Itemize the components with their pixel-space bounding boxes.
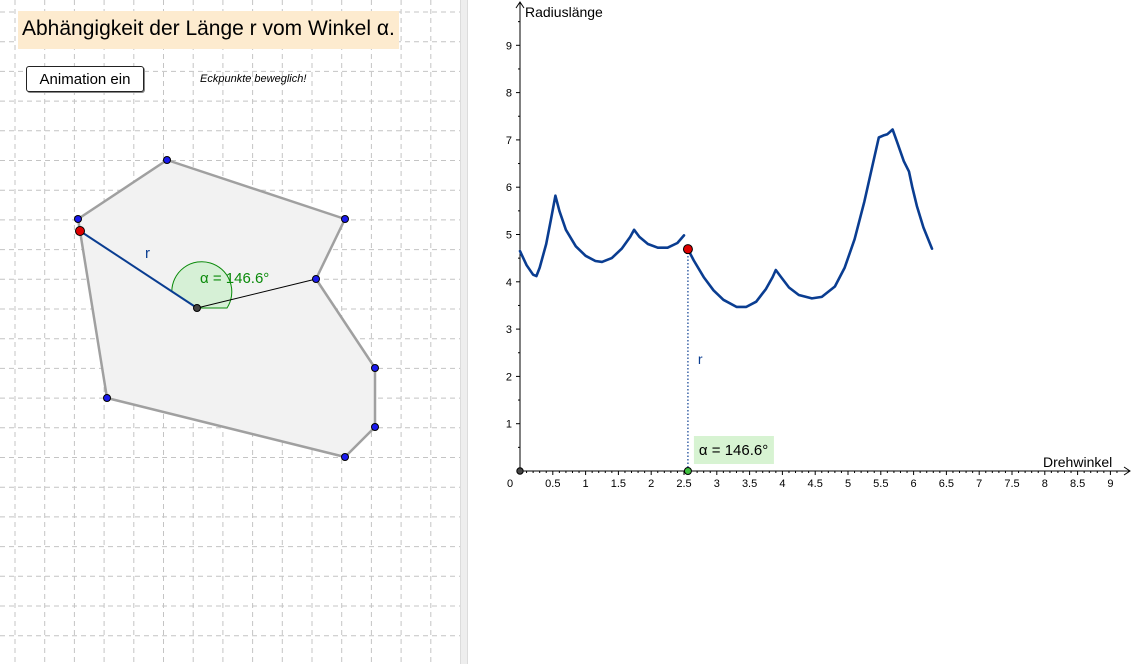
dropline-label: r [698,351,703,367]
x-tick-label: 2 [648,478,654,490]
x-tick-label: 6 [911,478,917,490]
vertex-point[interactable] [312,275,320,283]
origin-label: 0 [507,478,513,490]
x-tick-label: 8.5 [1070,478,1085,490]
angle-value-label: α = 146.6° [699,442,768,459]
x-tick-label: 1.5 [611,478,626,490]
angle-slider-point[interactable] [683,467,692,475]
polygon-construction: r α = 146.6° [74,156,379,461]
x-tick-label: 3.5 [742,478,757,490]
x-tick-label: 7 [976,478,982,490]
x-tick-label: 1 [583,478,589,490]
graphics-view-polygon[interactable] [0,0,460,664]
graph-view: Drehwinkel Radiuslänge 0 0.5 1 1.5 2 2.5 3 3.5 4 4… [506,1,1131,490]
vertex-point[interactable] [371,364,379,372]
page-title: Abhängigkeit der Länge r vom Winkel α. [18,11,399,49]
y-tick-label: 5 [506,230,512,242]
radius-curve [686,128,934,309]
reference-segment [196,278,317,309]
x-tick-label: 9 [1107,478,1113,490]
angle-arc [171,261,233,309]
hint-text: Eckpunkte beweglich! [200,73,307,85]
current-point[interactable] [682,244,693,255]
x-tick-label: 2.5 [676,478,691,490]
x-tick-label: 4 [779,478,785,490]
y-tick-label: 6 [506,182,512,194]
x-axis-label: Drehwinkel [1043,454,1112,470]
x-tick-label: 5.5 [873,478,888,490]
view-divider[interactable] [460,0,468,664]
x-tick-label: 7.5 [1004,478,1019,490]
angle-value-box [693,436,774,464]
vertex-point[interactable] [74,215,82,223]
radius-segment [79,230,198,309]
y-tick-label: 1 [506,419,512,431]
y-tick-label: 4 [506,277,512,289]
x-tick-label: 6.5 [939,478,954,490]
y-tick-label: 7 [506,135,512,147]
vertex-point[interactable] [371,423,379,431]
x-tick-label: 5 [845,478,851,490]
radius-curve [518,194,686,278]
x-tick-label: 4.5 [808,478,823,490]
origin-point [516,467,524,475]
y-axis-arrow [515,1,525,9]
y-tick-label: 2 [506,371,512,383]
vertex-point[interactable] [163,156,171,164]
radius-endpoint[interactable] [75,226,85,236]
vertex-point[interactable] [341,453,349,461]
center-point[interactable] [193,304,201,312]
x-tick-label: 8 [1042,478,1048,490]
y-tick-label: 9 [506,40,512,52]
angle-label: α = 146.6° [200,270,269,287]
y-tick-label: 3 [506,324,512,336]
y-tick-label: 8 [506,88,512,100]
y-axis-label: Radiuslänge [525,4,603,20]
vertex-point[interactable] [341,215,349,223]
vertex-point[interactable] [103,394,111,402]
radius-label: r [145,245,150,262]
x-axis-arrow [1123,466,1131,476]
animation-button[interactable]: Animation ein [26,66,144,92]
x-tick-label: 0.5 [545,478,560,490]
x-tick-label: 3 [714,478,720,490]
